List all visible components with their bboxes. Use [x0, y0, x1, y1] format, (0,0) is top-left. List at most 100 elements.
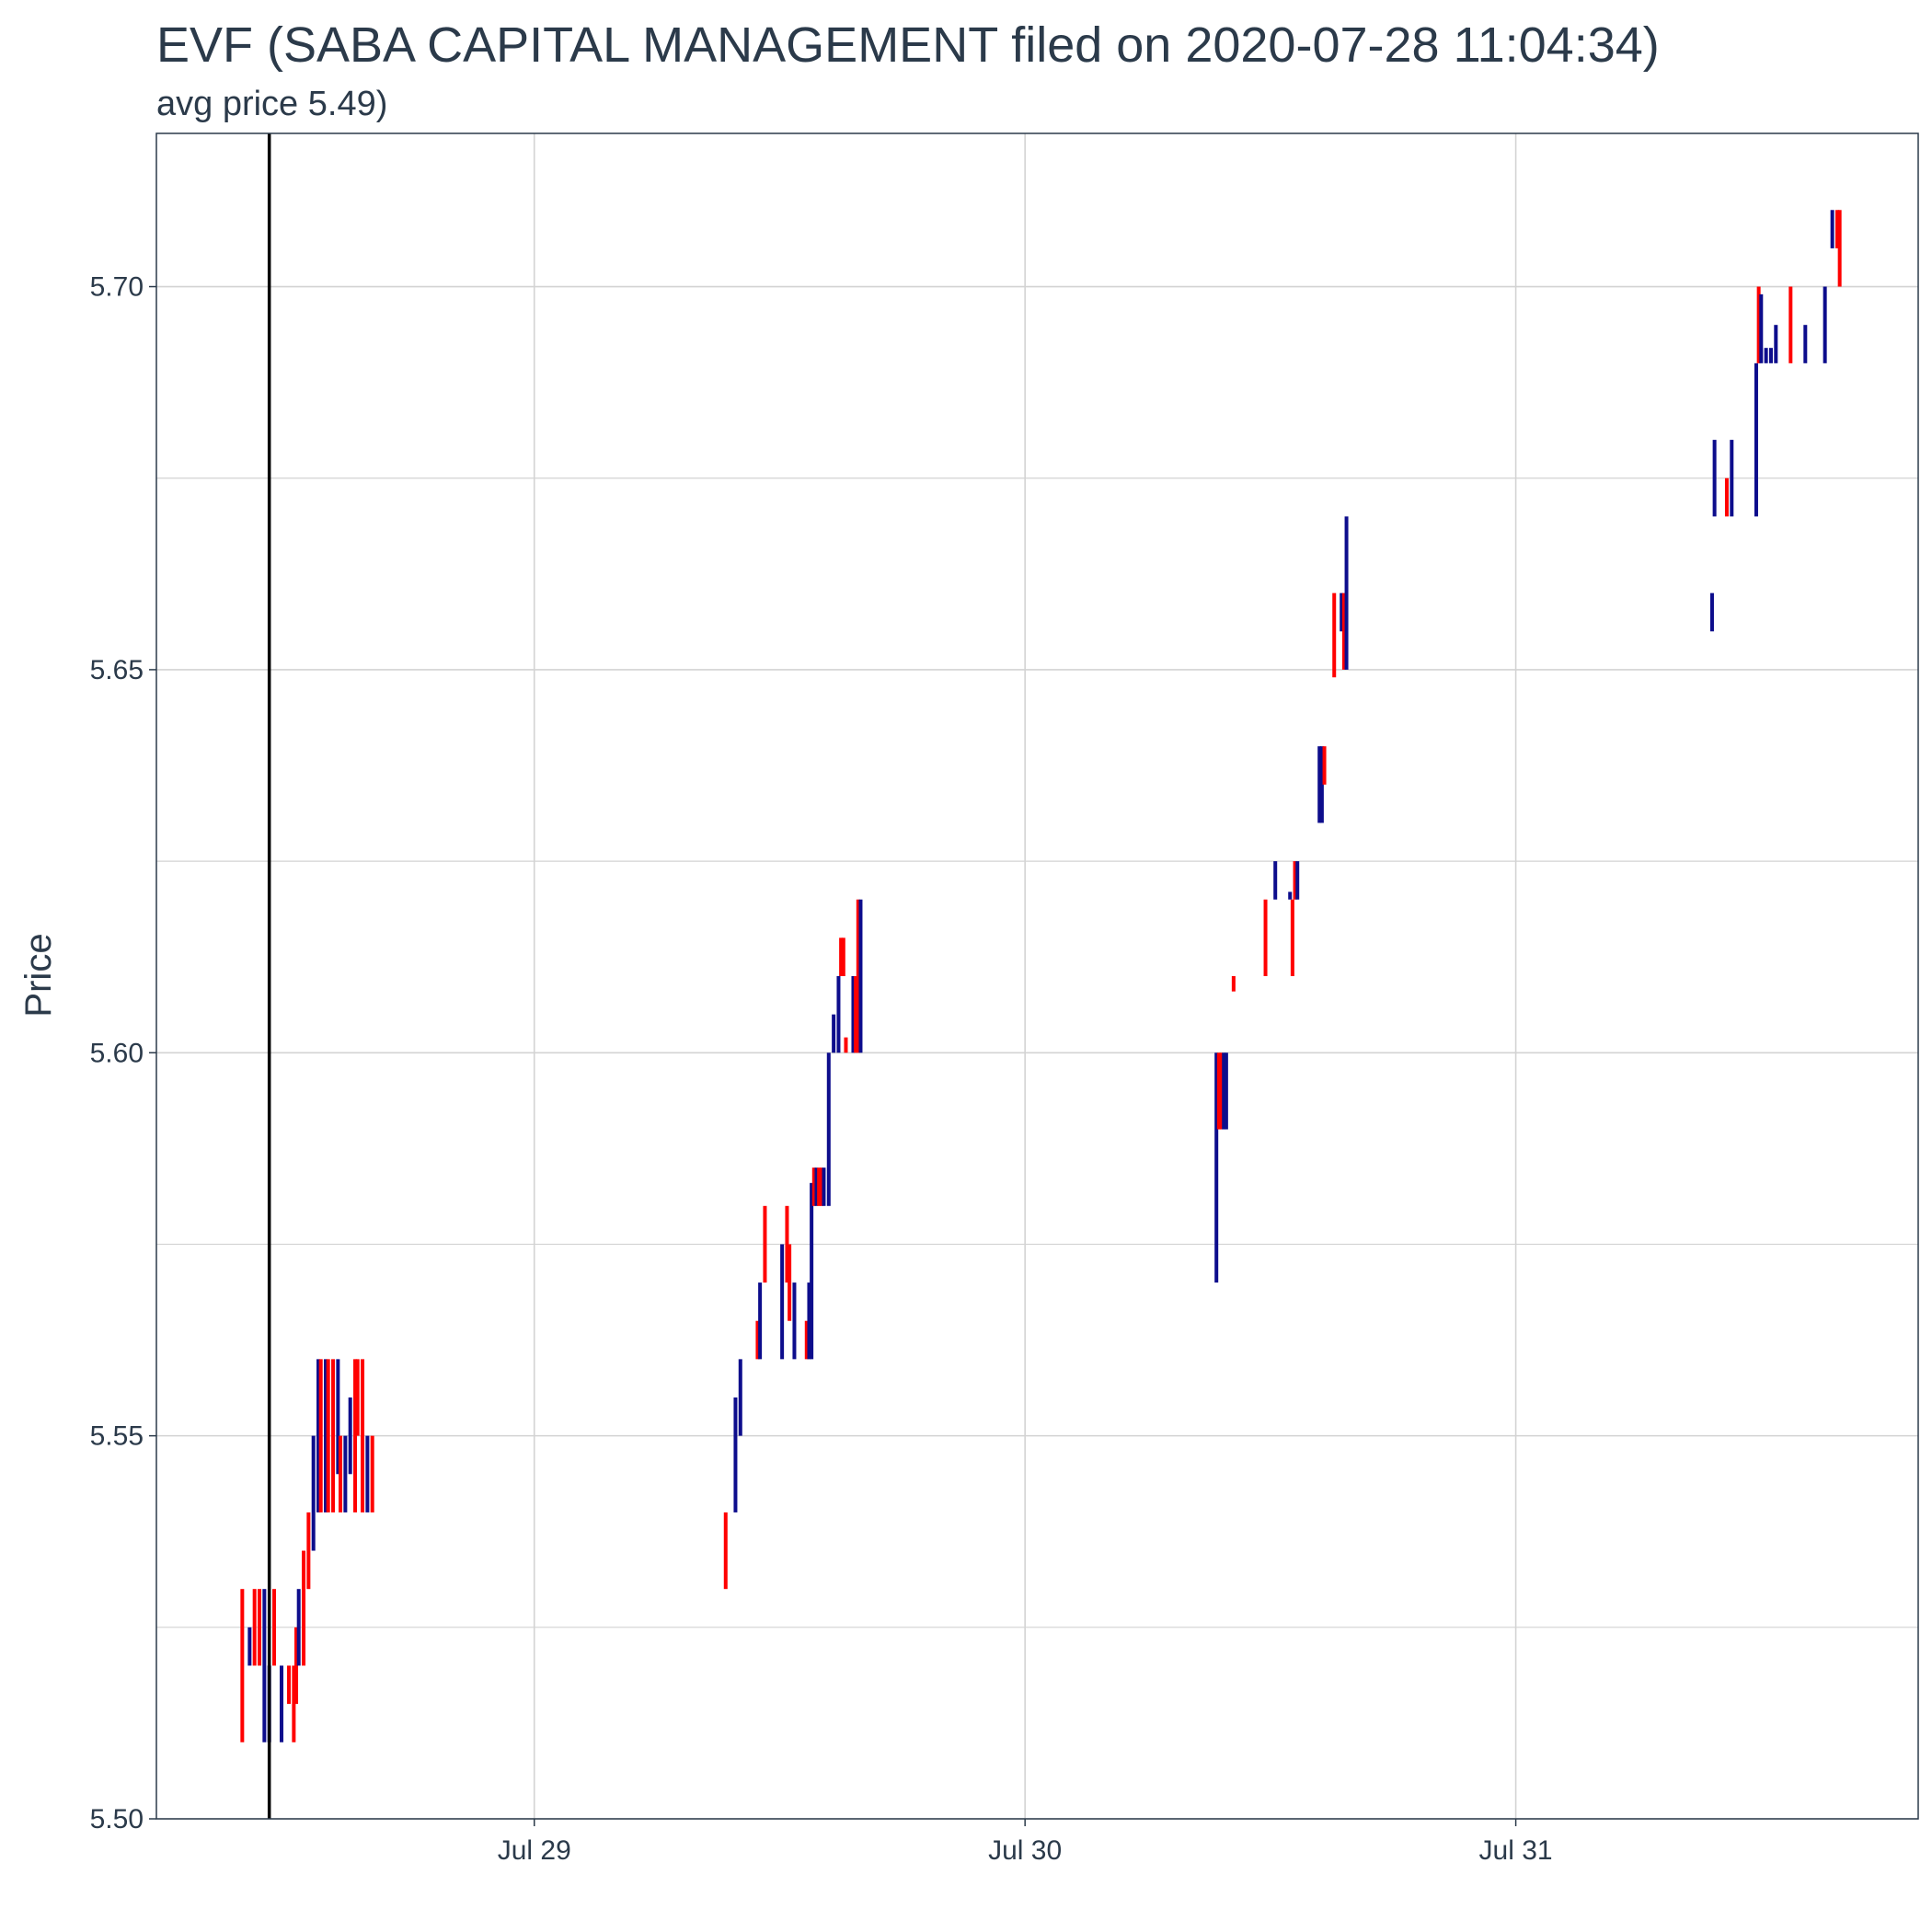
price-bar	[1222, 1052, 1226, 1130]
price-bar	[247, 1627, 252, 1666]
price-bar	[1768, 348, 1773, 363]
price-bar	[272, 1589, 277, 1666]
price-bar	[1830, 210, 1834, 248]
price-bar	[326, 1359, 330, 1512]
price-bar	[839, 937, 844, 976]
price-bar	[1803, 325, 1808, 363]
plot-frame	[155, 132, 1919, 1820]
price-bar	[856, 899, 860, 1053]
price-bar	[1332, 592, 1337, 678]
price-bar	[1837, 210, 1842, 287]
price-bar	[1788, 286, 1793, 363]
grid	[156, 133, 1918, 1820]
y-tick-label: 5.55	[90, 1421, 144, 1452]
price-bar	[1344, 516, 1349, 670]
price-bar	[1231, 976, 1236, 992]
price-bar	[723, 1512, 728, 1590]
price-bar	[738, 1359, 742, 1436]
price-bar	[1764, 348, 1768, 363]
price-bar	[258, 1589, 262, 1666]
price-bar	[1319, 746, 1324, 823]
price-bar	[240, 1589, 245, 1742]
price-bar	[252, 1589, 257, 1666]
price-bar	[1288, 891, 1293, 900]
price-bar	[1290, 899, 1294, 976]
price-bar	[854, 976, 858, 1053]
price-bar	[1340, 592, 1344, 632]
y-tick-label: 5.70	[90, 272, 144, 303]
price-bar	[1341, 592, 1346, 670]
price-bar	[826, 1052, 831, 1206]
price-bar	[804, 1320, 809, 1360]
price-bar	[836, 976, 841, 1053]
price-bar	[339, 1435, 343, 1512]
price-bar	[355, 1359, 360, 1436]
price-bar	[1295, 861, 1300, 900]
price-bar	[1214, 1052, 1219, 1283]
price-bar	[280, 1665, 284, 1742]
price-bar	[755, 1320, 760, 1360]
price-bar	[1774, 325, 1778, 363]
price-bar	[306, 1512, 311, 1590]
price-bar	[841, 937, 845, 976]
price-bar	[296, 1589, 301, 1666]
x-tick-label: Jul 31	[1479, 1835, 1553, 1866]
price-bar	[1834, 210, 1839, 248]
price-bar	[763, 1205, 767, 1283]
price-bar	[1756, 286, 1761, 363]
price-bar	[318, 1359, 323, 1512]
price-bar	[807, 1282, 811, 1360]
price-bar	[1730, 440, 1734, 517]
price-bar	[814, 1167, 819, 1206]
price-bar	[302, 1550, 306, 1666]
y-tick-label: 5.60	[90, 1038, 144, 1068]
price-bar	[1216, 1052, 1221, 1130]
price-bar	[822, 1167, 826, 1206]
price-bar	[348, 1397, 352, 1475]
price-bar	[262, 1589, 267, 1742]
price-bar	[1317, 746, 1322, 823]
price-bar	[1293, 861, 1297, 900]
chart-title: EVF (SABA CAPITAL MANAGEMENT filed on 20…	[156, 17, 1660, 73]
price-bar	[785, 1205, 789, 1283]
price-bar	[792, 1282, 797, 1360]
price-bar	[311, 1435, 316, 1551]
price-bar	[1273, 861, 1278, 900]
x-tick-label: Jul 29	[498, 1835, 571, 1866]
price-bar	[365, 1435, 370, 1512]
price-bar	[292, 1665, 296, 1742]
price-bar	[353, 1359, 358, 1512]
price-bar	[788, 1244, 792, 1321]
price-bar	[287, 1665, 292, 1705]
price-bar	[331, 1359, 336, 1512]
chart-subtitle: avg price 5.49)	[156, 85, 387, 123]
price-bar	[1322, 746, 1327, 785]
price-bar	[1724, 477, 1729, 517]
price-bars	[240, 210, 1842, 1742]
price-bar	[819, 1167, 823, 1206]
price-bar	[844, 1037, 848, 1053]
price-bar	[1263, 899, 1268, 976]
price-bar	[1224, 1052, 1228, 1130]
price-bar	[294, 1627, 299, 1705]
price-bar	[851, 976, 856, 1053]
price-bar	[324, 1359, 328, 1512]
price-bar	[343, 1435, 348, 1512]
x-tick-label: Jul 30	[988, 1835, 1062, 1866]
price-bar	[832, 1014, 836, 1053]
price-bar	[1754, 362, 1758, 517]
y-axis-ticks: 5.50 5.55 5.60 5.65 5.70	[90, 272, 156, 1834]
y-tick-label: 5.65	[90, 655, 144, 685]
price-bar	[1219, 1052, 1224, 1130]
price-bar	[370, 1435, 374, 1512]
price-bar	[811, 1167, 816, 1206]
price-bar	[1823, 286, 1827, 363]
price-bar	[1709, 592, 1714, 632]
price-bar	[858, 899, 863, 1053]
price-bar	[361, 1359, 365, 1512]
y-axis-label: Price	[18, 933, 59, 1017]
price-bar	[817, 1167, 822, 1206]
price-bar	[758, 1282, 763, 1360]
price-bar	[336, 1359, 340, 1475]
